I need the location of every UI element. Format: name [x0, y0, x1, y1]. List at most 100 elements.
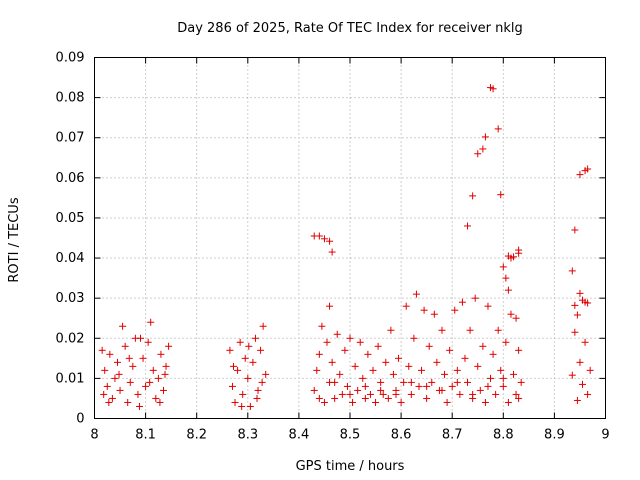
data-point — [425, 342, 433, 350]
data-point — [320, 398, 328, 406]
data-point — [374, 342, 382, 350]
data-point — [510, 253, 518, 261]
data-point — [576, 289, 584, 297]
data-point — [338, 390, 346, 398]
data-point — [259, 322, 267, 330]
data-point — [466, 326, 474, 334]
data-point — [236, 338, 244, 346]
data-point — [315, 232, 323, 240]
data-point — [228, 382, 236, 390]
data-point — [372, 398, 380, 406]
data-point — [351, 362, 359, 370]
data-point — [481, 398, 489, 406]
data-point — [512, 314, 520, 322]
data-point — [446, 346, 454, 354]
data-point — [249, 358, 257, 366]
data-point — [502, 274, 510, 282]
data-point — [359, 374, 367, 382]
tick-labels: 8 8.1 8.2 8.3 8.4 8.5 8.6 8.7 8.8 8.9 9 0 0.01 0.02 0.… — [56, 51, 610, 443]
data-point — [315, 394, 323, 402]
data-point — [258, 378, 266, 386]
data-point — [499, 374, 507, 382]
data-point — [497, 191, 505, 199]
data-point — [412, 290, 420, 298]
data-point — [157, 350, 165, 358]
data-point — [366, 390, 374, 398]
data-point — [361, 382, 369, 390]
data-point — [489, 85, 497, 93]
data-point — [451, 306, 459, 314]
data-point — [105, 398, 113, 406]
data-point — [124, 398, 132, 406]
data-point — [515, 246, 523, 254]
data-point — [573, 311, 581, 319]
data-point — [469, 390, 477, 398]
data-point — [397, 398, 405, 406]
data-point — [507, 310, 515, 318]
data-point — [471, 294, 479, 302]
data-point — [146, 378, 154, 386]
data-point — [461, 354, 469, 362]
data-point — [142, 382, 150, 390]
x-tick-label: 8.9 — [544, 428, 565, 443]
data-point — [584, 299, 592, 307]
y-tick-label: 0.06 — [56, 171, 85, 186]
data-point — [571, 301, 579, 309]
data-point — [479, 145, 487, 153]
data-point — [407, 390, 415, 398]
data-point — [392, 390, 400, 398]
data-point — [111, 374, 119, 382]
data-point — [458, 298, 466, 306]
data-point — [494, 326, 502, 334]
x-tick-label: 8.1 — [135, 428, 156, 443]
data-point — [253, 394, 261, 402]
data-point — [474, 362, 482, 370]
y-tick-label: 0.09 — [56, 51, 85, 66]
x-axis-label: GPS time / hours — [296, 459, 405, 474]
data-point — [251, 334, 259, 342]
x-tick-label: 8.2 — [186, 428, 207, 443]
data-point — [356, 338, 364, 346]
data-point — [241, 354, 249, 362]
y-tick-label: 0.02 — [56, 331, 85, 346]
data-point — [154, 374, 162, 382]
data-point — [499, 263, 507, 271]
data-point — [231, 398, 239, 406]
data-point — [328, 358, 336, 366]
data-point — [568, 267, 576, 275]
data-point — [423, 394, 431, 402]
data-point — [115, 370, 123, 378]
data-point — [584, 165, 592, 173]
data-point — [476, 386, 484, 394]
data-point — [448, 382, 456, 390]
data-point — [502, 338, 510, 346]
data-point — [377, 378, 385, 386]
data-point — [113, 358, 121, 366]
data-point — [415, 382, 423, 390]
data-point — [262, 370, 270, 378]
data-point — [489, 350, 497, 358]
data-point — [515, 394, 523, 402]
data-point — [229, 362, 237, 370]
data-point — [469, 192, 477, 200]
data-point — [481, 133, 489, 141]
data-point — [423, 382, 431, 390]
data-point — [510, 370, 518, 378]
data-point — [504, 398, 512, 406]
data-point — [512, 390, 520, 398]
data-point — [581, 338, 589, 346]
data-point — [315, 350, 323, 358]
data-point — [121, 342, 129, 350]
data-point — [517, 378, 525, 386]
data-point — [464, 378, 472, 386]
data-point — [441, 370, 449, 378]
data-point — [584, 390, 592, 398]
data-point — [571, 328, 579, 336]
data-point — [402, 302, 410, 310]
y-tick-label: 0 — [76, 412, 84, 427]
data-point — [116, 386, 124, 394]
data-point — [234, 366, 242, 374]
data-point — [443, 398, 451, 406]
x-tick-label: 9 — [601, 428, 609, 443]
